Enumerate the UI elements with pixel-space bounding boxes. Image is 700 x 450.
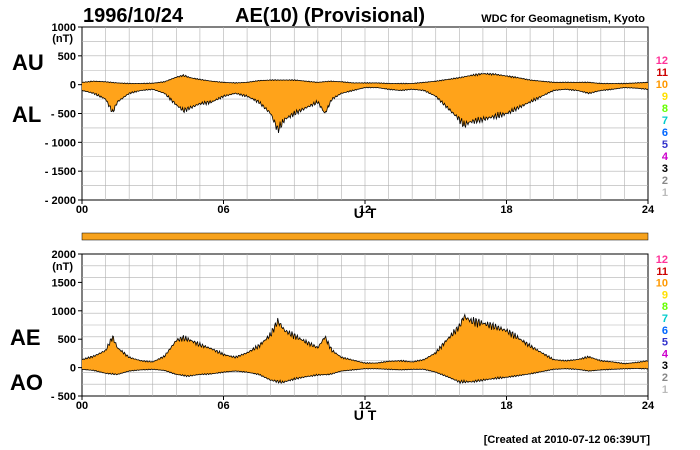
activity-level-label: 2 (662, 175, 668, 187)
x-tick-label: 12 (359, 400, 371, 412)
x-tick-label: 24 (642, 204, 655, 216)
y-tick-label: 1000 (52, 22, 76, 34)
series-line-ae (81, 313, 649, 365)
ae-ao-unit: (nT) (52, 261, 73, 273)
activity-level-label: 12 (656, 254, 668, 266)
au-al-grid (82, 27, 648, 200)
series-line-au (81, 72, 649, 85)
activity-level-label: 3 (662, 360, 668, 372)
activity-level-label: 5 (662, 139, 668, 151)
series-line-al (81, 86, 649, 133)
y-tick-label: - 2000 (45, 195, 76, 207)
x-tick-label: 18 (500, 204, 512, 216)
activity-level-label: 12 (656, 55, 668, 67)
y-tick-label: 500 (58, 334, 76, 346)
au-al-y-ticks: 1000 500 0 - 500 - 1000 - 1500 - 2000 (45, 22, 82, 207)
x-tick-label: 24 (642, 400, 655, 412)
y-tick-label: - 500 (51, 391, 76, 403)
filled-area (82, 314, 648, 384)
activity-level-label: 9 (662, 289, 668, 301)
x-tick-label: 00 (76, 204, 88, 216)
y-tick-label: - 1500 (45, 166, 76, 178)
activity-level-label: 4 (662, 151, 669, 163)
activity-level-label: 3 (662, 163, 668, 175)
institution-label: WDC for Geomagnetism, Kyoto (481, 13, 645, 25)
activity-level-label: 7 (662, 313, 668, 325)
activity-level-label: 9 (662, 91, 668, 103)
al-label: AL (12, 102, 41, 127)
filled-area (82, 73, 648, 133)
activity-level-label: 7 (662, 115, 668, 127)
index-title: AE(10) (Provisional) (235, 5, 425, 27)
x-tick-label: 06 (217, 204, 229, 216)
x-tick-label: 12 (359, 204, 371, 216)
y-tick-label: 0 (70, 363, 76, 375)
activity-level-label: 1 (662, 187, 668, 199)
activity-level-label: 11 (656, 67, 668, 79)
ae-ao-area (81, 313, 649, 385)
ae-label: AE (10, 325, 41, 350)
y-tick-label: 500 (58, 51, 76, 63)
au-al-unit: (nT) (52, 33, 73, 45)
date-title: 1996/10/24 (83, 5, 184, 27)
activity-level-label: 10 (656, 79, 668, 91)
activity-level-label: 5 (662, 337, 668, 349)
y-tick-label: 2000 (52, 249, 76, 261)
x-tick-label: 06 (217, 400, 229, 412)
ao-label: AO (10, 370, 43, 395)
activity-level-label: 1 (662, 384, 668, 396)
y-tick-label: 0 (70, 80, 76, 92)
activity-level-label: 4 (662, 348, 669, 360)
au-al-x-axis-label: U T (354, 205, 377, 221)
ae-ao-x-axis-label: U T (354, 407, 377, 423)
y-tick-label: 1000 (52, 306, 76, 318)
au-al-area (81, 72, 649, 133)
activity-level-label: 2 (662, 372, 668, 384)
au-label: AU (12, 50, 44, 75)
created-timestamp: [Created at 2010-07-12 06:39UT] (484, 434, 651, 446)
activity-level-label: 8 (662, 301, 668, 313)
x-tick-label: 00 (76, 400, 88, 412)
y-tick-label: - 1000 (45, 137, 76, 149)
au-al-x-ticks: 00 06 12 18 24 (76, 200, 655, 216)
data-availability-bar (81, 232, 649, 241)
activity-level-label: 6 (662, 127, 668, 139)
ae-ao-y-ticks: 2000 1500 1000 500 0 - 500 (51, 249, 82, 403)
activity-level-label: 6 (662, 325, 668, 337)
series-line-ao (81, 367, 649, 385)
x-tick-label: 18 (500, 400, 512, 412)
activity-level-label: 11 (656, 266, 668, 278)
activity-level-label: 10 (656, 278, 668, 290)
ae-ao-x-ticks: 00 06 12 18 24 (76, 396, 655, 412)
ae-ao-grid (82, 254, 648, 396)
y-tick-label: 1500 (52, 277, 76, 289)
activity-level-label: 8 (662, 103, 668, 115)
y-tick-label: - 500 (51, 109, 76, 121)
